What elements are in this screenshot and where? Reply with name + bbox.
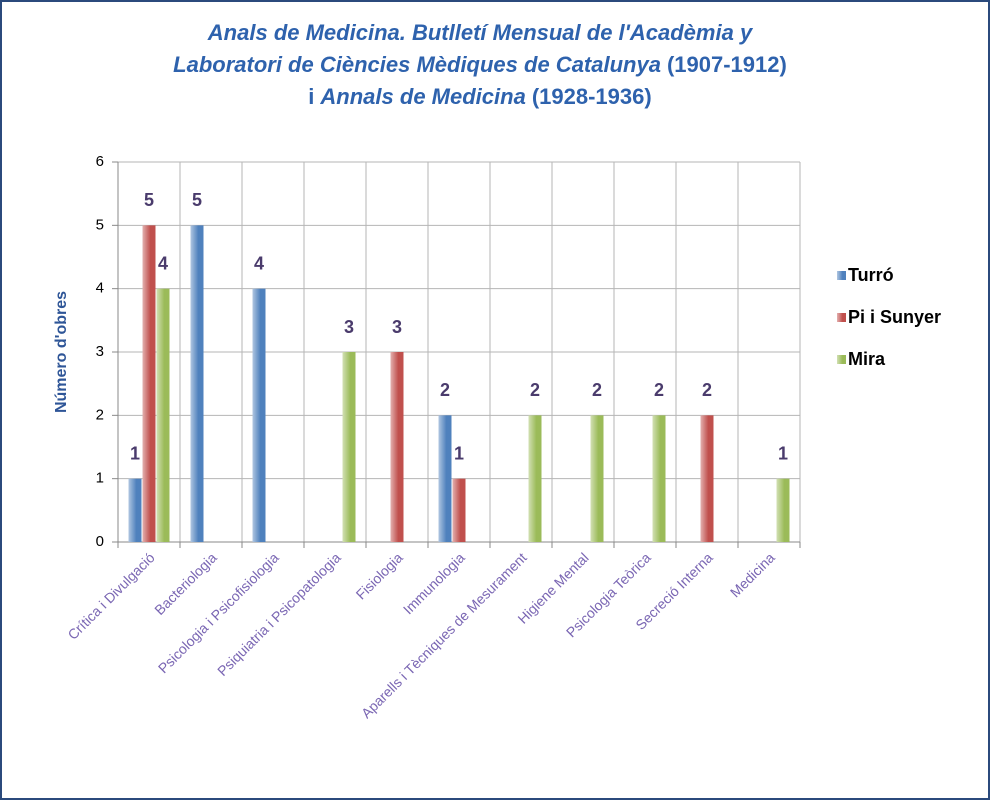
legend-label: Mira xyxy=(848,349,886,369)
y-tick-label: 0 xyxy=(96,533,104,550)
y-tick-label: 6 xyxy=(96,153,104,170)
bar xyxy=(776,478,790,542)
data-label: 4 xyxy=(254,253,264,273)
title-part: Annals de Medicina xyxy=(319,84,525,109)
y-tick-label: 3 xyxy=(96,343,104,360)
legend-swatch xyxy=(837,271,846,280)
chart-title: Anals de Medicina. Butlletí Mensual de l… xyxy=(207,20,754,45)
data-label: 5 xyxy=(192,190,202,210)
bar xyxy=(342,352,356,542)
legend-label: Turró xyxy=(848,265,894,285)
title-part: Laboratori de Ciències Mèdiques de Catal… xyxy=(173,52,661,77)
data-label: 2 xyxy=(440,380,450,400)
y-axis-label: Número d'obres xyxy=(53,291,70,413)
y-tick-label: 2 xyxy=(96,406,104,423)
data-label: 2 xyxy=(592,380,602,400)
data-label: 2 xyxy=(530,380,540,400)
bar xyxy=(438,415,452,542)
bar xyxy=(156,288,170,542)
title-part: Anals de Medicina. Butlletí Mensual de l… xyxy=(207,20,754,45)
bar xyxy=(190,225,204,543)
bar xyxy=(452,478,466,542)
bar xyxy=(142,225,156,543)
y-tick-label: 1 xyxy=(96,470,104,487)
y-tick-label: 5 xyxy=(96,216,104,233)
bar xyxy=(652,415,666,542)
bar xyxy=(128,478,142,542)
legend-swatch xyxy=(837,313,846,322)
data-label: 3 xyxy=(392,317,402,337)
chart-title: i Annals de Medicina (1928-1936) xyxy=(308,84,651,109)
data-label: 1 xyxy=(778,443,788,463)
bar xyxy=(390,352,404,542)
bar xyxy=(700,415,714,542)
data-label: 1 xyxy=(454,443,464,463)
title-part: (1928-1936) xyxy=(532,84,652,109)
bar xyxy=(252,288,266,542)
legend-label: Pi i Sunyer xyxy=(848,307,941,327)
data-label: 3 xyxy=(344,317,354,337)
bar xyxy=(528,415,542,542)
data-label: 2 xyxy=(702,380,712,400)
title-part: (1907-1912) xyxy=(667,52,787,77)
data-label: 1 xyxy=(130,443,140,463)
data-label: 4 xyxy=(158,253,168,273)
chart-title: Laboratori de Ciències Mèdiques de Catal… xyxy=(173,52,787,77)
title-part: i xyxy=(308,84,314,109)
bar xyxy=(590,415,604,542)
legend-swatch xyxy=(837,355,846,364)
data-label: 2 xyxy=(654,380,664,400)
data-label: 5 xyxy=(144,190,154,210)
y-tick-label: 4 xyxy=(96,280,104,297)
